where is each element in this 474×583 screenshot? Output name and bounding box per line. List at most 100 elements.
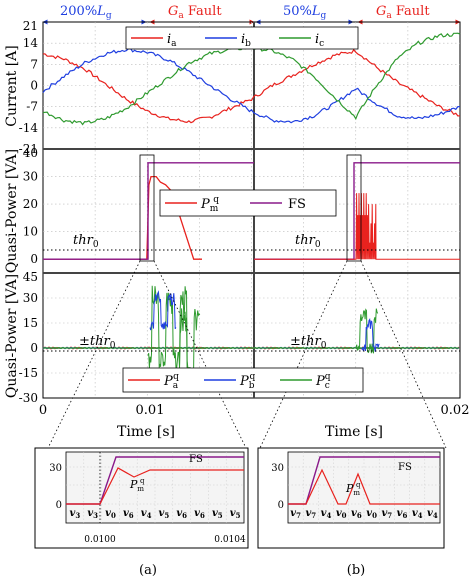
ylabel-power1: Quasi-Power [VA] (4, 149, 20, 273)
y-tick-label: 0 (30, 252, 38, 266)
power1-series (43, 162, 460, 260)
svg-text:Pcq: Pcq (315, 372, 331, 391)
caption-b: (b) (347, 563, 365, 578)
y-tick-label: -30 (19, 391, 38, 405)
vector-label: v6 (123, 508, 134, 520)
y-tick-label: 0 (30, 341, 38, 355)
vector-label: v5 (212, 508, 223, 520)
series-line-FS-a (43, 162, 254, 260)
series-line-Pcq-baseline (42, 347, 460, 349)
series-line-ib (42, 47, 461, 124)
y-ticks-power2: 45 30 15 0 -15 -30 (19, 270, 38, 405)
vector-label: v0 (105, 508, 116, 520)
inset-a-ytick-30: 30 (49, 463, 62, 474)
zoom-connectors (47, 260, 447, 449)
vector-label: v4 (412, 508, 423, 520)
series-line-ia (42, 48, 461, 124)
inset-a-xtick-0: 0.0100 (84, 535, 116, 545)
annotation-ga-fault-1: Ga Fault (168, 4, 222, 21)
power2-series (42, 285, 460, 382)
y-tick-label: -14 (19, 121, 39, 135)
inset-b-ytick-0: 0 (278, 500, 284, 511)
x-tick-2: 0.02 (441, 403, 470, 418)
annotation-200pct-lg: 200%Lg (60, 4, 112, 21)
y-ticks-power1: 40 30 20 10 0 (23, 146, 38, 266)
inset-a-xtick-1: 0.0104 (214, 535, 246, 545)
legend-current: ia ib ic (125, 26, 359, 50)
vector-label: v6 (176, 508, 187, 520)
vector-label: v6 (194, 508, 205, 520)
zoom-box-a (139, 154, 155, 262)
x-tick-1: 0.01 (136, 403, 165, 418)
y-tick-label: -21 (19, 142, 38, 156)
threshold-label-power1: thr0 (73, 233, 99, 250)
y-tick-label: 7 (30, 57, 38, 71)
series-line-Pmq-b (254, 193, 460, 260)
caption-a: (a) (139, 563, 157, 578)
inset-a: 30 0 FS Pmq v3 v3 v0 v6 v4 v5 v6 v6 v5 v5 0.0100 … (34, 447, 249, 549)
annotation-ga-fault-2: Ga Fault (376, 4, 430, 21)
svg-text:ic: ic (315, 32, 324, 49)
svg-text:ib: ib (241, 32, 251, 49)
x-axis: 0 0.01 0.02 Time [s] Time [s] (39, 403, 470, 440)
threshold-label-power1-b: thr0 (295, 233, 321, 250)
inset-b-pm-label: Pmq (345, 481, 361, 497)
y-tick-label: 20 (23, 197, 38, 211)
y-tick-label: 14 (23, 36, 39, 50)
vector-label: v6 (397, 508, 408, 520)
y-tick-label: 0 (30, 79, 38, 93)
vector-label: v4 (141, 508, 152, 520)
svg-text:FS: FS (288, 197, 306, 212)
vector-label: v6 (351, 508, 362, 520)
inset-b: 30 0 FS Pmq v7 v7 v4 v0 v6 v0 v7 v6 v4 v4 (257, 447, 445, 549)
inset-a-grid (66, 452, 244, 523)
y-tick-label: 21 (23, 19, 38, 33)
y-tick-label: 15 (23, 316, 38, 330)
y-tick-label: 45 (23, 270, 38, 284)
series-line-Pmq-a (43, 175, 202, 260)
vector-label: v3 (87, 508, 98, 520)
x-axis-label-b: Time [s] (325, 424, 383, 440)
vector-label: v4 (427, 508, 438, 520)
inset-b-ytick-30: 30 (271, 463, 284, 474)
y-tick-label: 10 (23, 225, 38, 239)
zoom-box-b (346, 154, 362, 262)
inset-a-pm-line (66, 467, 244, 505)
series-burst-Pbq-a (149, 290, 177, 331)
inset-a-fs-label: FS (189, 454, 203, 465)
top-annotations: 200%Lg Ga Fault 50%Lg Ga Fault (42, 4, 461, 25)
series-burst-Pbq-b (361, 317, 380, 352)
svg-text:Pbq: Pbq (239, 372, 256, 391)
vector-label: v7 (305, 508, 316, 520)
ylabel-current: Current [A] (4, 45, 20, 127)
vector-label: v7 (381, 508, 392, 520)
vector-label: v7 (290, 508, 301, 520)
vector-label: v4 (321, 508, 332, 520)
vector-label: v3 (70, 508, 81, 520)
svg-text:ia: ia (167, 32, 177, 49)
y-tick-label: -15 (19, 366, 38, 380)
inset-a-ytick-0: 0 (56, 500, 62, 511)
inset-b-fs-label: FS (398, 462, 412, 473)
inset-b-vector-labels: v7 v7 v4 v0 v6 v0 v7 v6 v4 v4 (290, 508, 438, 520)
vector-label: v5 (230, 508, 241, 520)
y-tick-label: 30 (23, 291, 38, 305)
inset-b-pm-line (288, 468, 440, 505)
legend-power2: Paq Pbq Pcq (122, 367, 364, 393)
y-tick-label: 30 (23, 170, 38, 184)
inset-a-pm-label: Pmq (129, 477, 145, 493)
legend-power1: Pmq FS (159, 189, 337, 217)
x-tick-0: 0 (39, 403, 47, 418)
ylabel-power2: Quasi-Power [VA] (4, 274, 20, 398)
inset-a-vector-labels: v3 v3 v0 v6 v4 v5 v6 v6 v5 v5 (70, 508, 241, 520)
vector-label: v0 (366, 508, 377, 520)
vector-label: v0 (336, 508, 347, 520)
x-axis-label-a: Time [s] (117, 424, 175, 440)
y-tick-label: -7 (26, 100, 38, 114)
vector-label: v5 (159, 508, 170, 520)
svg-text:Paq: Paq (163, 372, 179, 391)
svg-text:Pmq: Pmq (200, 195, 219, 214)
y-ticks-current: 21 14 7 0 -7 -14 -21 (19, 19, 39, 156)
y-tick-label: 40 (23, 146, 38, 160)
